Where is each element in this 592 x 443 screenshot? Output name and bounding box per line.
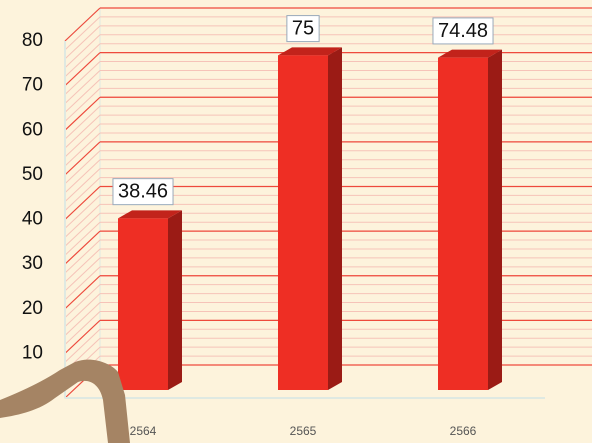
y-tick-label: 20	[22, 298, 43, 319]
bar	[438, 58, 488, 390]
y-tick-label: 10	[22, 342, 43, 363]
chart: 01020304050607080 256438.46256575256674.…	[0, 0, 592, 443]
y-tick-label: 70	[22, 75, 43, 96]
bar-side	[328, 47, 342, 390]
y-tick-label: 50	[22, 164, 43, 185]
bar-side	[168, 210, 182, 390]
bar	[278, 55, 328, 390]
y-tick-label: 60	[22, 119, 43, 140]
y-tick-label: 30	[22, 253, 43, 274]
bar	[118, 218, 168, 390]
y-tick-label: 40	[22, 209, 43, 230]
data-label: 74.48	[438, 20, 488, 42]
x-tick-label: 2566	[450, 424, 477, 438]
x-tick-label: 2565	[290, 424, 317, 438]
data-label: 75	[292, 18, 314, 40]
x-tick-label: 2564	[130, 424, 157, 438]
data-label: 38.46	[118, 181, 168, 203]
bar-side	[488, 50, 502, 390]
y-tick-label: 80	[22, 30, 43, 51]
